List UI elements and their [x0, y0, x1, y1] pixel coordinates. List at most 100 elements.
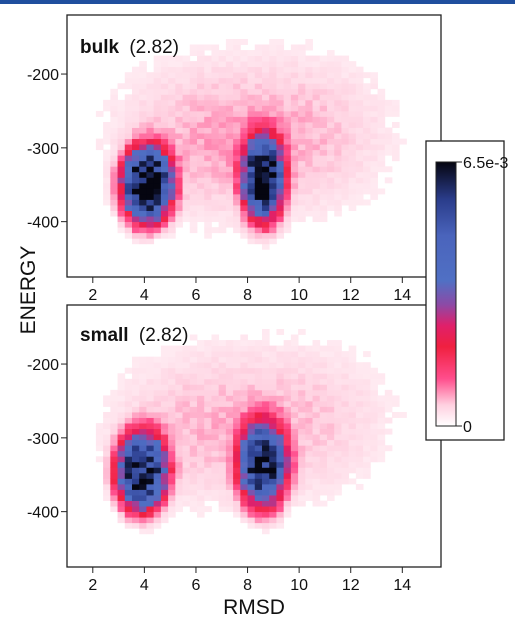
heatmap-cell: [319, 400, 328, 407]
heatmap-cell: [290, 439, 299, 446]
heatmap-cell: [139, 144, 147, 151]
heatmap-cell: [182, 116, 191, 123]
heatmap-cell: [276, 83, 285, 90]
heatmap-cell: [211, 472, 220, 479]
heatmap-cell: [160, 511, 169, 518]
heatmap-cell: [218, 373, 227, 380]
heatmap-cell: [211, 395, 220, 402]
heatmap-cell: [182, 177, 191, 184]
heatmap-cell: [247, 122, 256, 128]
heatmap-cell: [312, 144, 321, 151]
heatmap-cell: [189, 94, 198, 101]
heatmap-cell: [168, 406, 176, 413]
heatmap-cell: [124, 412, 133, 418]
heatmap-cell: [160, 356, 169, 363]
heatmap-cell: [153, 133, 162, 140]
heatmap-cell: [298, 378, 306, 385]
heatmap-cell: [363, 99, 371, 106]
heatmap-cell: [370, 127, 378, 134]
heatmap-cell: [204, 110, 212, 117]
heatmap-cell: [175, 389, 183, 396]
heatmap-cell: [182, 144, 191, 151]
heatmap-cell: [139, 395, 147, 402]
heatmap-cell: [305, 450, 313, 457]
heatmap-cell: [110, 406, 118, 413]
heatmap-cell: [117, 500, 126, 507]
heatmap-cell: [312, 160, 321, 167]
heatmap-cell: [189, 227, 198, 234]
heatmap-cell: [269, 166, 277, 173]
heatmap-cell: [254, 351, 263, 358]
heatmap-cell: [319, 138, 328, 145]
heatmap-cell: [182, 439, 191, 446]
heatmap-cell: [225, 61, 234, 68]
heatmap-cell: [139, 506, 147, 513]
heatmap-cell: [305, 395, 313, 402]
heatmap-cell: [218, 389, 227, 396]
heatmap-cell: [276, 61, 285, 68]
heatmap-cell: [269, 122, 277, 128]
heatmap-cell: [211, 177, 220, 184]
heatmap-cell: [276, 356, 285, 363]
heatmap-cell: [348, 116, 357, 123]
heatmap-cell: [103, 182, 111, 189]
heatmap-cell: [95, 144, 104, 151]
heatmap-cell: [233, 456, 241, 463]
heatmap-cell: [298, 99, 306, 106]
heatmap-cell: [312, 182, 321, 189]
heatmap-cell: [283, 384, 292, 391]
heatmap-cell: [197, 177, 205, 184]
heatmap-cell: [124, 472, 133, 479]
heatmap-cell: [283, 389, 292, 396]
heatmap-cell: [117, 472, 126, 479]
heatmap-cell: [160, 55, 169, 62]
heatmap-cell: [132, 450, 140, 457]
heatmap-cell: [355, 149, 364, 156]
heatmap-cell: [168, 149, 176, 156]
heatmap-cell: [391, 400, 400, 407]
heatmap-cell: [233, 110, 241, 117]
heatmap-cell: [276, 50, 285, 56]
heatmap-cell: [139, 177, 147, 184]
heatmap-cell: [298, 55, 306, 62]
heatmap-cell: [290, 216, 299, 223]
heatmap-cell: [153, 122, 162, 128]
heatmap-cell: [262, 149, 270, 156]
heatmap-cell: [182, 434, 191, 441]
heatmap-cell: [355, 133, 364, 140]
heatmap-cell: [370, 160, 378, 167]
heatmap-cell: [182, 356, 191, 363]
heatmap-cell: [218, 166, 227, 173]
heatmap-cell: [319, 88, 328, 95]
heatmap-cell: [117, 400, 126, 407]
heatmap-cell: [211, 489, 220, 496]
heatmap-cell: [298, 171, 306, 178]
heatmap-cell: [233, 450, 241, 457]
heatmap-cell: [298, 138, 306, 145]
heatmap-cell: [254, 434, 263, 441]
heatmap-cell: [276, 94, 285, 101]
heatmap-cell: [175, 77, 183, 84]
heatmap-cell: [334, 94, 342, 101]
heatmap-cell: [240, 144, 248, 151]
heatmap-cell: [276, 495, 285, 501]
heatmap-cell: [153, 389, 162, 396]
heatmap-cell: [139, 122, 147, 128]
heatmap-cell: [197, 188, 205, 195]
heatmap-cell: [247, 434, 256, 441]
heatmap-cell: [348, 105, 357, 112]
heatmap-cell: [153, 406, 162, 413]
heatmap-cell: [276, 177, 285, 184]
heatmap-cell: [110, 199, 118, 206]
heatmap-cell: [262, 188, 270, 195]
heatmap-cell: [132, 138, 140, 145]
heatmap-cell: [218, 362, 227, 369]
heatmap-cell: [146, 221, 155, 228]
heatmap-cell: [254, 177, 263, 184]
heatmap-cell: [276, 500, 285, 507]
heatmap-cell: [233, 221, 241, 228]
heatmap-cell: [189, 122, 198, 128]
heatmap-cell: [290, 155, 299, 162]
heatmap-cell: [334, 166, 342, 173]
heatmap-cell: [283, 423, 292, 430]
